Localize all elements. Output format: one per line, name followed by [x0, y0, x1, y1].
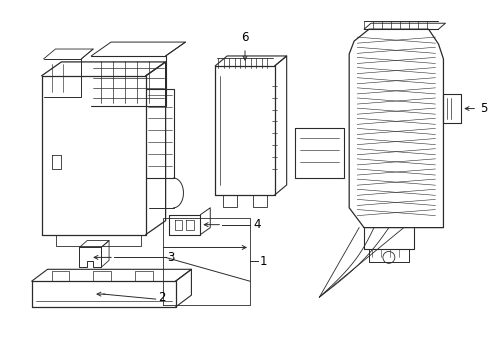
- Text: 2: 2: [158, 291, 165, 303]
- Text: 1: 1: [260, 255, 268, 268]
- Text: 6: 6: [241, 31, 249, 44]
- Text: 3: 3: [168, 251, 175, 264]
- Text: 4: 4: [253, 218, 261, 231]
- Text: 5: 5: [480, 102, 488, 115]
